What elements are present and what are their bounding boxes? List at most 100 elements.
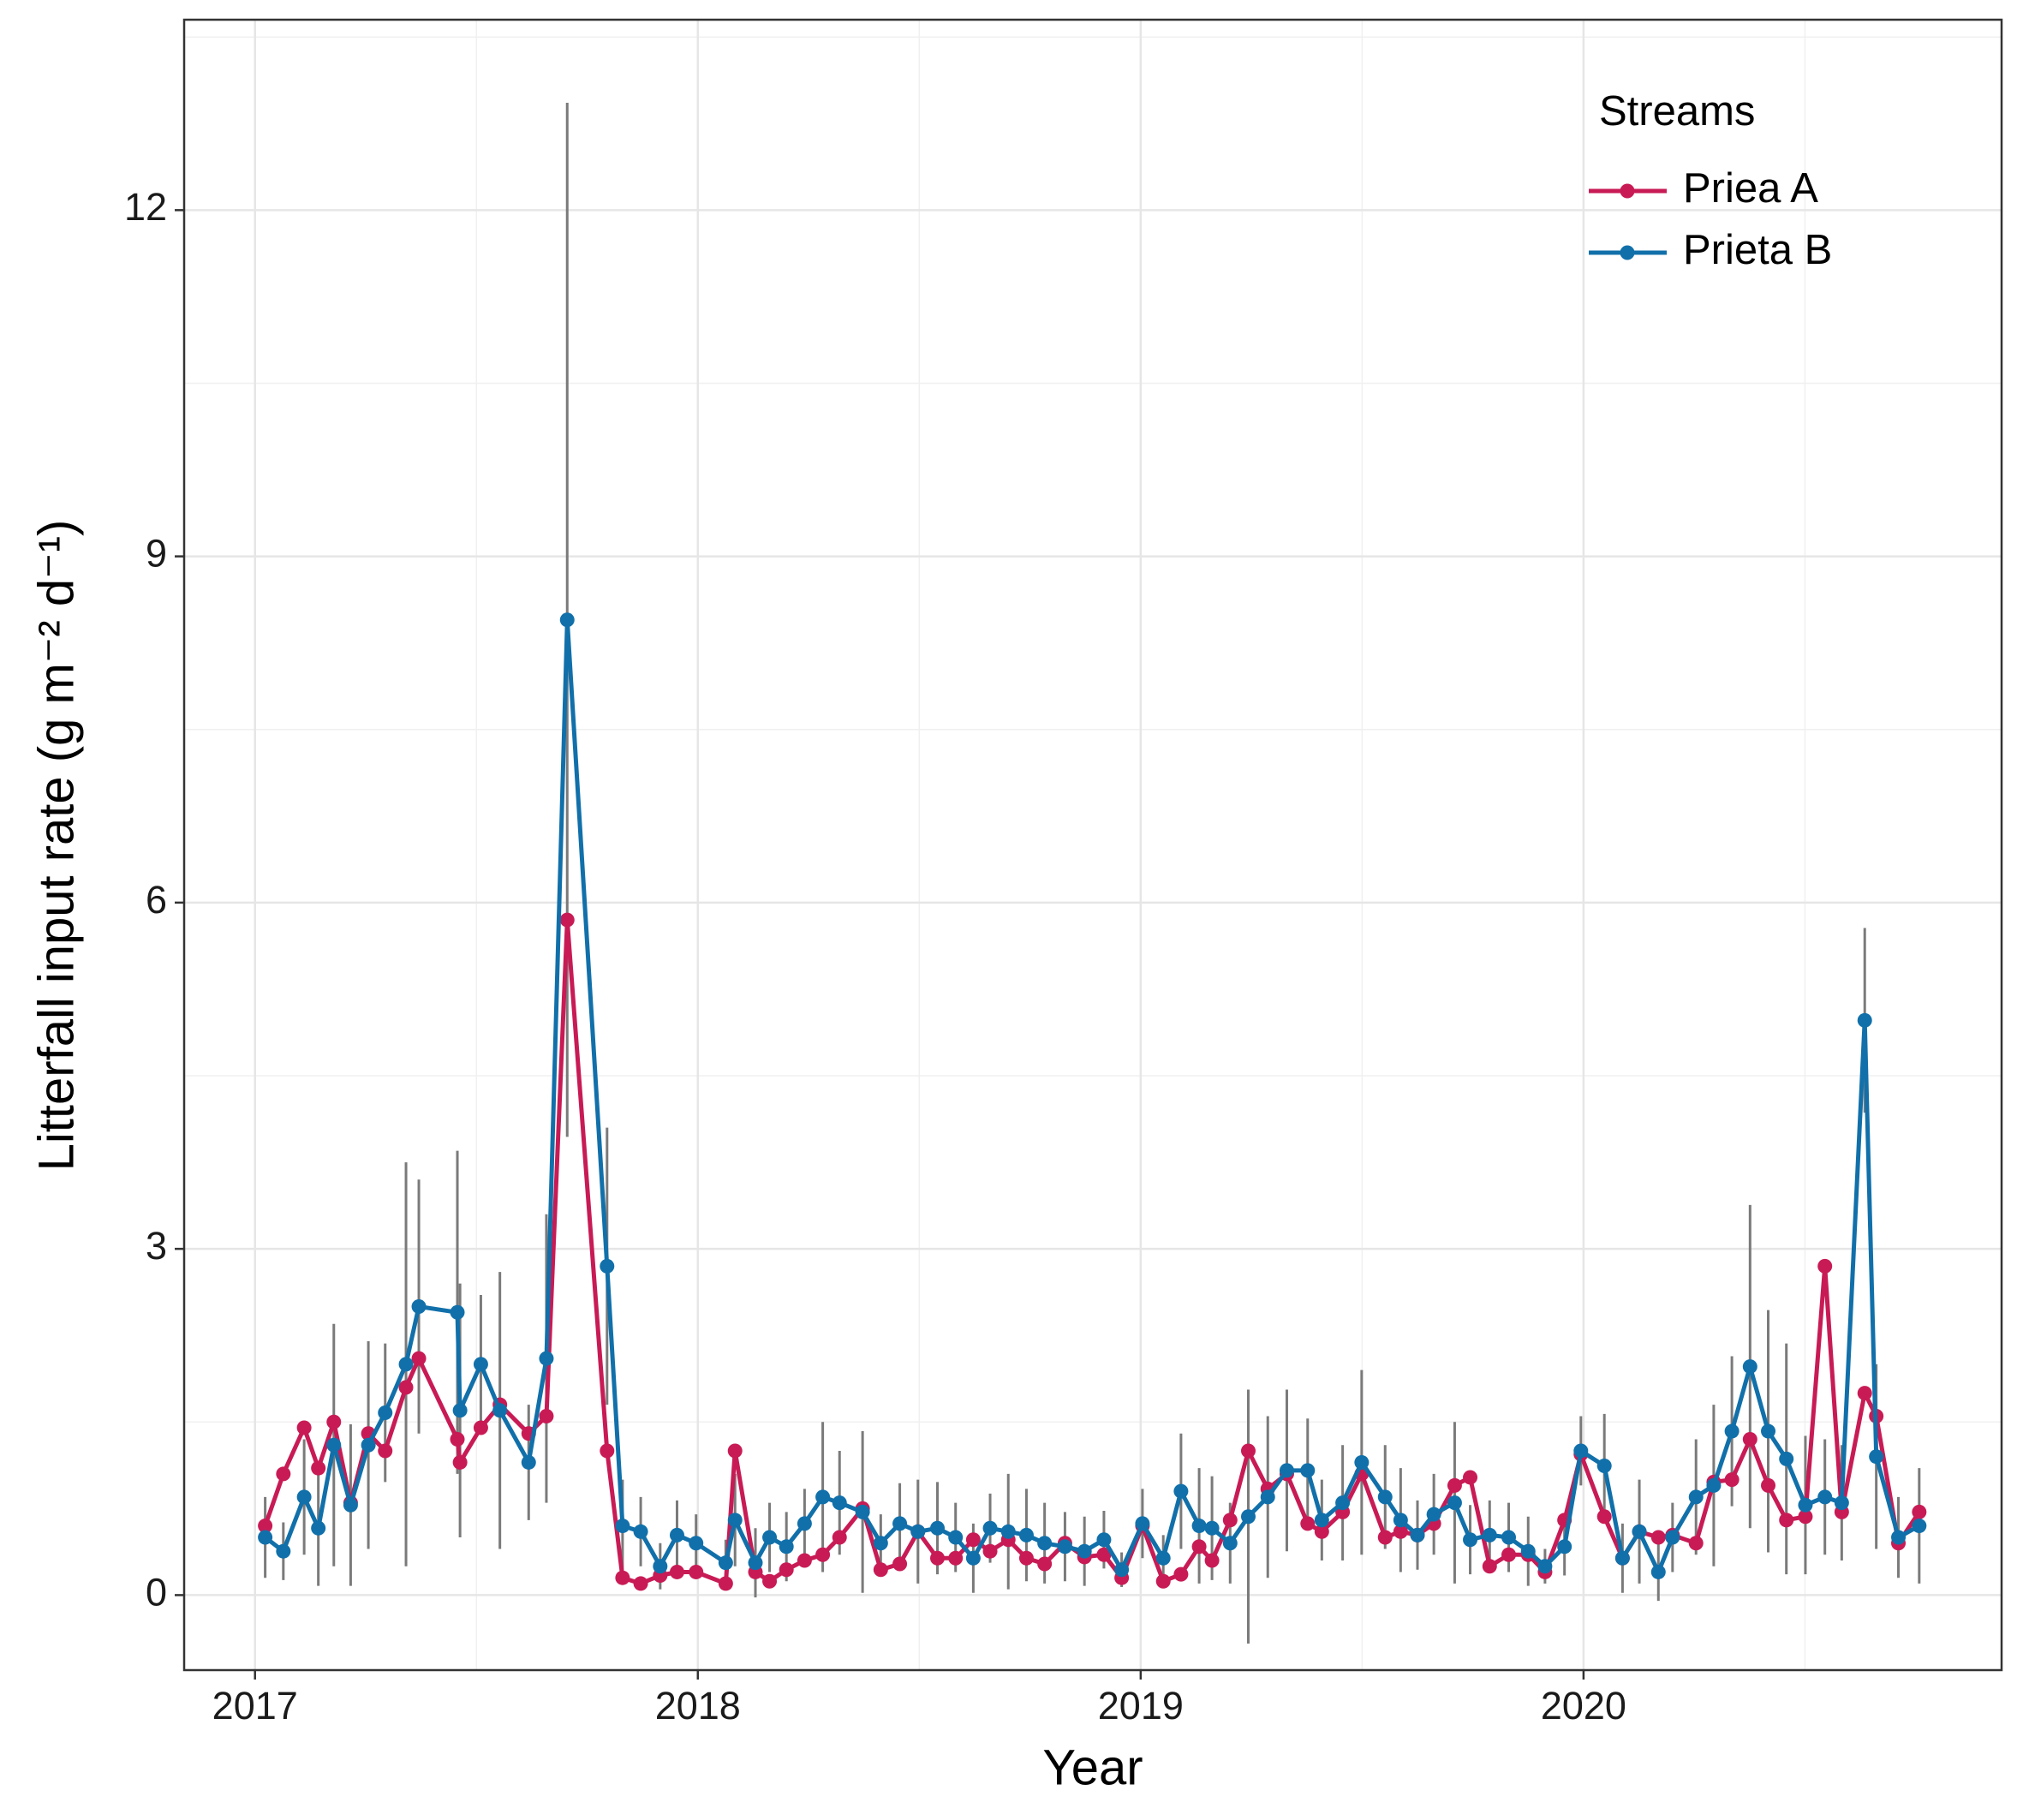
point: [258, 1530, 273, 1545]
point: [1037, 1536, 1053, 1551]
point: [1191, 1519, 1207, 1534]
point: [1912, 1504, 1927, 1519]
point: [779, 1539, 794, 1554]
point: [892, 1516, 908, 1531]
point: [311, 1460, 326, 1476]
point: [615, 1570, 630, 1585]
point: [1426, 1507, 1441, 1522]
point: [1761, 1477, 1776, 1493]
point: [1191, 1539, 1207, 1554]
point: [1096, 1532, 1112, 1548]
point: [832, 1495, 847, 1511]
point: [1314, 1524, 1329, 1539]
point: [669, 1564, 684, 1579]
point: [689, 1564, 704, 1579]
point: [1817, 1489, 1833, 1505]
point: [653, 1559, 668, 1574]
point: [276, 1543, 291, 1559]
point: [1377, 1530, 1393, 1545]
point: [1520, 1543, 1536, 1559]
point: [873, 1536, 888, 1551]
point: [1000, 1524, 1016, 1539]
point: [326, 1414, 342, 1429]
point: [910, 1524, 926, 1539]
series-line: [264, 618, 1921, 1574]
point: [378, 1443, 393, 1459]
error-bars: [264, 103, 1921, 1644]
series-line: [263, 917, 1921, 1586]
point: [930, 1520, 946, 1536]
legend-key-point: [1620, 245, 1635, 260]
point: [452, 1403, 468, 1418]
point: [1335, 1495, 1351, 1511]
y-axis-title: Litterfall input rate (g m⁻² d⁻¹): [28, 520, 84, 1172]
point: [1279, 1463, 1294, 1478]
point: [1018, 1550, 1034, 1566]
point: [815, 1547, 831, 1562]
point: [762, 1573, 778, 1589]
point: [1447, 1477, 1462, 1493]
point: [1463, 1470, 1478, 1485]
y-tick-label: 12: [124, 185, 167, 229]
point: [815, 1489, 831, 1505]
point: [1650, 1530, 1666, 1545]
point: [1463, 1532, 1478, 1548]
point: [1912, 1519, 1927, 1534]
point: [361, 1437, 376, 1453]
point: [727, 1443, 743, 1459]
axes: 0 3 6 9 12 2017 2018 2019 2020: [124, 185, 1626, 1728]
point: [1393, 1513, 1408, 1528]
point: [1891, 1530, 1907, 1545]
point: [1501, 1547, 1517, 1562]
point: [1300, 1516, 1316, 1531]
point: [1482, 1527, 1497, 1543]
point: [1761, 1423, 1776, 1439]
point: [1857, 1012, 1872, 1028]
point: [982, 1543, 998, 1559]
point: [1688, 1536, 1704, 1551]
point: [718, 1576, 733, 1591]
point: [1650, 1564, 1666, 1579]
point: [411, 1299, 427, 1315]
legend-label: Prieta B: [1683, 227, 1832, 273]
point: [669, 1527, 684, 1543]
point: [600, 1443, 615, 1459]
y-tick-label: 0: [146, 1570, 167, 1614]
point: [1377, 1489, 1393, 1505]
point: [1817, 1258, 1833, 1274]
point: [600, 1258, 615, 1274]
point: [1393, 1524, 1408, 1539]
point: [1857, 1386, 1872, 1401]
point: [311, 1520, 326, 1536]
point: [450, 1304, 465, 1320]
point: [1354, 1454, 1370, 1470]
y-tick-label: 6: [146, 878, 167, 922]
point: [1222, 1513, 1238, 1528]
point: [832, 1530, 847, 1545]
point: [398, 1380, 414, 1395]
point: [1665, 1530, 1680, 1545]
point: [1482, 1559, 1497, 1574]
point: [450, 1431, 465, 1447]
point: [1204, 1520, 1220, 1536]
point: [521, 1454, 536, 1470]
point: [1869, 1449, 1884, 1465]
point: [1632, 1524, 1647, 1539]
point: [1688, 1489, 1704, 1505]
point: [411, 1351, 427, 1366]
y-tick-label: 9: [146, 532, 167, 576]
point: [1240, 1509, 1256, 1525]
point: [1410, 1527, 1425, 1543]
point: [343, 1497, 358, 1513]
point: [892, 1556, 908, 1572]
point: [633, 1524, 648, 1539]
x-tick-label: 2018: [655, 1684, 741, 1728]
point: [1173, 1483, 1189, 1499]
point: [1114, 1562, 1130, 1578]
point: [1204, 1553, 1220, 1568]
point: [1222, 1536, 1238, 1551]
point: [559, 912, 575, 928]
x-tick-label: 2019: [1098, 1684, 1184, 1728]
point: [296, 1489, 312, 1505]
